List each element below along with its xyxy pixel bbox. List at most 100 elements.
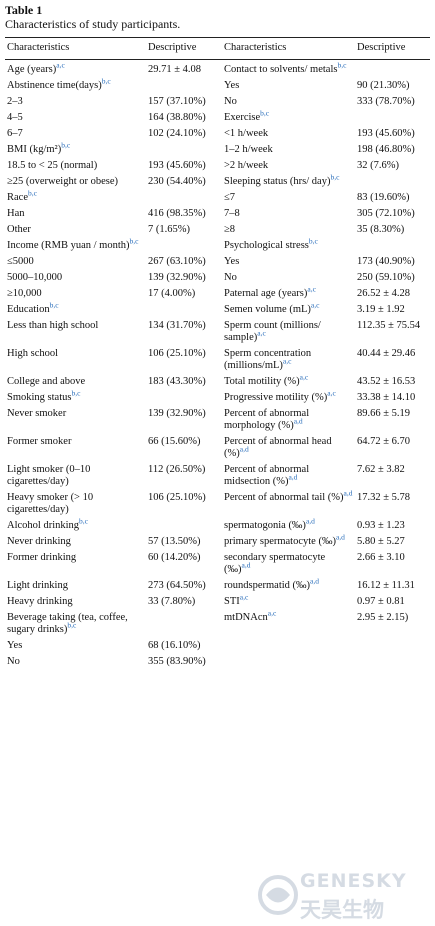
label-cell: 1–2 h/week	[224, 144, 273, 155]
label-cell: Other	[7, 224, 31, 235]
header-cell: Descriptive	[146, 37, 222, 60]
cell-text: Percent of abnormal head (%)	[224, 436, 332, 459]
table-row: Abstinence time(days)b,c Yes 90 (21.30%)	[5, 76, 430, 94]
table-row: Former smoker 66 (15.60%) Percent of abnor…	[5, 434, 430, 462]
header-row: Characteristics Descriptive Characteristic…	[5, 37, 430, 60]
table-body: Age (years)a,c 29.71 ± 4.08 Contact to sol…	[5, 60, 430, 671]
value-cell: 183 (43.30%)	[148, 376, 206, 387]
footnote-mark: a,d	[335, 532, 345, 542]
cell-text: spermatogonia (‰)	[224, 520, 306, 531]
label-cell: ≤5000	[7, 256, 34, 267]
footnote-mark: a,c	[282, 356, 292, 366]
table-row: High school 106 (25.10%) Sperm concentrati…	[5, 346, 430, 374]
value-cell: 60 (14.20%)	[148, 552, 201, 563]
cell-text: Percent of abnormal tail (%)	[224, 492, 344, 503]
label-cell: Former drinking	[7, 552, 77, 563]
cell-text: Sperm count (millions/ sample)	[224, 320, 321, 343]
label-cell: Han	[7, 208, 25, 219]
label-cell: Semen volume (mL)a,c	[222, 301, 355, 318]
value-cell	[146, 390, 222, 406]
cell-text: Paternal age (years)	[224, 288, 308, 299]
label-cell: No	[224, 96, 237, 107]
footnote-mark: b,c	[61, 140, 71, 150]
footnote-mark: a,c	[299, 372, 309, 382]
table-row: Beverage taking (tea, coffee, sugary dri…	[5, 609, 430, 638]
label-cell: ≥8	[224, 224, 236, 235]
value-cell	[355, 60, 430, 79]
footnote-mark: a,c	[239, 592, 249, 602]
value-cell: 112 (26.50%)	[148, 464, 206, 475]
label-cell: Total motility (%)a,c	[222, 372, 355, 390]
label-cell: spermatogonia (‰)a,d	[222, 516, 355, 534]
label-cell: ≤7	[224, 192, 236, 203]
label-cell: Educationb,c	[5, 301, 146, 318]
table-row: Income (RMB yuan / month)b,c Psychologica…	[5, 237, 430, 254]
cell-text: Semen volume (mL)	[224, 304, 311, 315]
value-cell: 193 (45.60%)	[357, 128, 415, 139]
table-row: Alcohol drinkingb,c spermatogonia (‰)a,d 0…	[5, 516, 430, 534]
watermark-text: GENESKY	[300, 870, 407, 892]
value-cell: 35 (8.30%)	[357, 224, 405, 235]
label-cell: 2–3	[7, 96, 23, 107]
value-cell: 64.72 ± 6.70	[357, 436, 411, 447]
cell-text: Smoking status	[7, 392, 72, 403]
cell-text: Exercise	[224, 112, 261, 123]
cell-text: Income (RMB yuan / month)	[7, 240, 130, 251]
value-cell: 164 (38.80%)	[148, 112, 206, 123]
label-cell: Heavy drinking	[7, 596, 73, 607]
label-cell: Smoking statusb,c	[5, 388, 146, 406]
value-cell: 193 (45.60%)	[148, 160, 206, 171]
label-cell: Percent of abnormal morphology (%)a,d	[222, 406, 355, 434]
label-cell: Psychological stressb,c	[222, 237, 355, 254]
footnote-mark: b,c	[101, 76, 111, 86]
footnote-mark: a,d	[310, 576, 319, 586]
value-cell: 32 (7.6%)	[357, 160, 399, 171]
label-cell: Yes	[7, 640, 23, 651]
table-caption: Characteristics of study participants.	[5, 17, 181, 31]
cell-text: Beverage taking (tea, coffee, sugary dri…	[7, 612, 128, 635]
value-cell: 250 (59.10%)	[357, 272, 415, 283]
watermark-text-cn: 天昊生物	[300, 898, 384, 922]
label-cell: ≥25 (overweight or obese)	[7, 176, 119, 187]
footnote-mark: b,c	[71, 388, 81, 398]
footnote-mark: a,c	[257, 328, 266, 338]
cell-text: Contact to solvents/ metals	[224, 64, 338, 75]
table-row: Heavy drinking 33 (7.80%) STIa,c 0.97 ± 0.8…	[5, 592, 430, 610]
footnote-mark: a,d	[305, 516, 315, 526]
label-cell: Light smoker (0–10 cigarettes/day)	[7, 464, 91, 487]
footnote-mark: a,d	[239, 444, 249, 454]
footnote-mark: a,d	[241, 560, 251, 570]
value-cell: 7 (1.65%)	[148, 224, 190, 235]
cell-text: mtDNAcn	[224, 612, 268, 623]
label-cell: 4–5	[7, 112, 23, 123]
table-row: ≤5000 267 (63.10%) Yes 173 (40.90%)	[5, 254, 430, 270]
footnote-mark: b,c	[330, 172, 340, 182]
value-cell: 267 (63.10%)	[148, 256, 206, 267]
value-cell: 33 (7.80%)	[148, 596, 196, 607]
value-cell	[146, 238, 222, 254]
cell-text: Percent of abnormal midsection (%)	[224, 464, 310, 487]
table-row: Han 416 (98.35%) 7–8 305 (72.10%)	[5, 206, 430, 222]
value-cell	[146, 518, 222, 534]
cell-text: Race	[7, 192, 28, 203]
value-cell: 89.66 ± 5.19	[357, 408, 411, 419]
label-cell: secondary spermatocyte (‰)a,d	[222, 550, 355, 578]
cell-text: Sleeping status (hrs/ day)	[224, 176, 331, 187]
label-cell: No	[224, 272, 237, 283]
label-cell: primary spermatocyte (‰)a,d	[222, 532, 355, 550]
label-cell: Light drinking	[7, 580, 68, 591]
header-cell: Characteristics	[5, 37, 146, 60]
label-cell: 7–8	[224, 208, 240, 219]
cell-text: STI	[224, 596, 240, 607]
value-cell: 273 (64.50%)	[148, 580, 206, 591]
table-row: Heavy smoker (> 10 cigarettes/day) 106 (2…	[5, 489, 430, 518]
label-cell: Alcohol drinkingb,c	[5, 517, 146, 534]
label-cell: Percent of abnormal head (%)a,d	[222, 434, 355, 462]
label-cell: Income (RMB yuan / month)b,c	[5, 237, 146, 254]
label-cell: Yes	[224, 80, 240, 91]
footnote-mark: a,c	[327, 388, 336, 398]
value-cell: 230 (54.40%)	[148, 176, 206, 187]
label-cell: Progressive motility (%)a,c	[222, 388, 355, 406]
value-cell	[355, 110, 430, 126]
